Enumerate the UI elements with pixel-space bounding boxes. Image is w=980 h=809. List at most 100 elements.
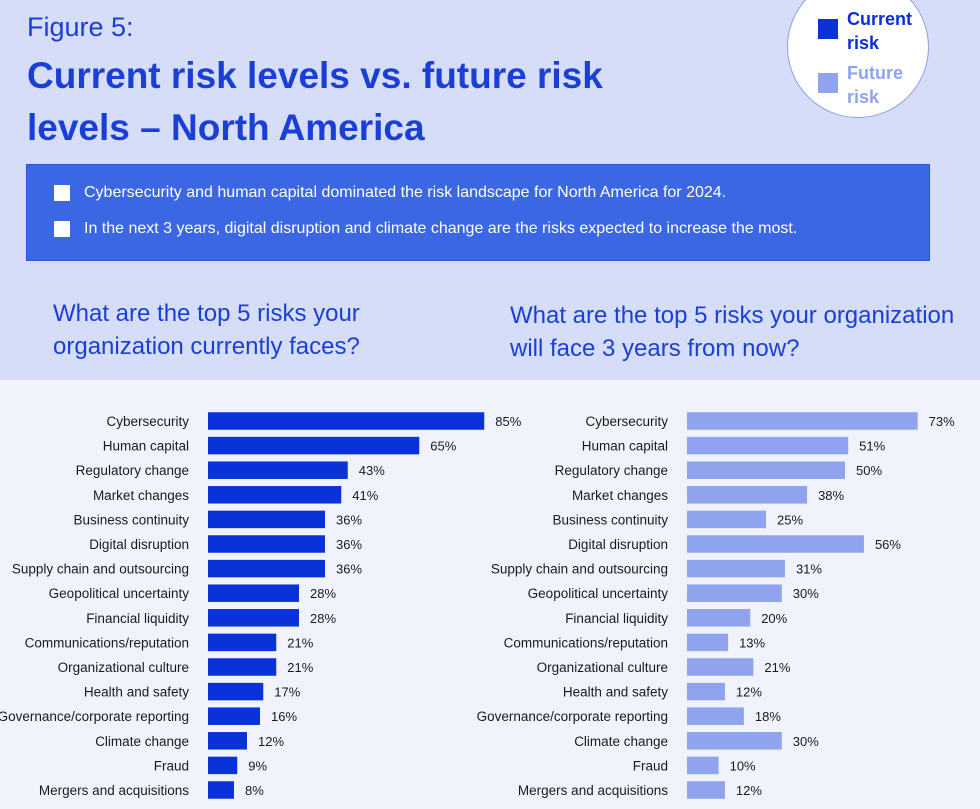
data-label: 12% [736, 783, 762, 798]
bar-future [687, 756, 719, 775]
category-label: Geopolitical uncertainty [49, 586, 190, 601]
category-label: Organizational culture [537, 660, 668, 675]
data-label: 18% [755, 709, 781, 724]
bar-current [208, 510, 325, 529]
highlight-item: Cybersecurity and human capital dominate… [54, 184, 726, 202]
bar-future [687, 732, 782, 750]
data-label: 36% [336, 537, 362, 552]
category-label: Governance/corporate reporting [0, 709, 189, 724]
bar-current [208, 781, 234, 799]
data-label: 28% [310, 586, 336, 601]
bar-future [687, 436, 849, 455]
category-label: Climate change [574, 734, 668, 749]
highlights-box: Cybersecurity and human capital dominate… [26, 164, 930, 261]
legend-item-current: Current risk [818, 7, 922, 55]
category-label: Communications/reputation [25, 635, 189, 650]
category-label: Fraud [633, 758, 668, 773]
bar-current [208, 756, 238, 775]
data-label: 21% [287, 635, 313, 650]
data-label: 8% [245, 783, 264, 798]
data-label: 13% [739, 635, 765, 650]
data-label: 20% [761, 611, 787, 626]
category-label: Human capital [582, 439, 668, 454]
data-label: 21% [764, 660, 790, 675]
highlight-text: Cybersecurity and human capital dominate… [84, 184, 727, 201]
category-label: Health and safety [84, 685, 189, 700]
data-label: 43% [359, 463, 385, 478]
data-label: 17% [274, 685, 300, 700]
data-label: 31% [796, 562, 822, 577]
category-label: Geopolitical uncertainty [528, 586, 669, 601]
data-label: 25% [777, 512, 803, 527]
data-label: 10% [730, 758, 756, 773]
data-label: 28% [310, 611, 336, 626]
data-label: 30% [793, 586, 819, 601]
question-current: What are the top 5 risks your organizati… [53, 300, 360, 360]
data-label: 36% [336, 512, 362, 527]
legend-swatch-future [818, 73, 838, 93]
bar-current [208, 633, 277, 652]
data-label: 21% [287, 660, 313, 675]
legend: Current risk Future risk [787, 0, 929, 118]
data-label: 12% [736, 685, 762, 700]
bar-future [687, 510, 766, 529]
highlight-text: In the next 3 years, digital disruption … [84, 220, 798, 237]
bar-chart-future: Cybersecurity 73% Human capital 51% Regulato… [477, 412, 955, 799]
bar-current [208, 707, 260, 725]
category-label: Digital disruption [89, 537, 189, 552]
bar-future [687, 559, 785, 578]
category-label: Governance/corporate reporting [477, 709, 668, 724]
category-label: Regulatory change [555, 463, 668, 478]
bar-current [208, 486, 342, 504]
category-label: Mergers and acquisitions [518, 783, 668, 798]
category-label: Supply chain and outsourcing [491, 562, 668, 577]
data-label: 73% [929, 414, 955, 429]
category-label: Human capital [103, 439, 189, 454]
category-label: Financial liquidity [86, 611, 189, 626]
bar-future [687, 781, 725, 799]
bar-future [687, 486, 808, 504]
data-label: 65% [430, 439, 456, 454]
bar-future [687, 633, 729, 652]
bar-future [687, 461, 845, 479]
bar-current [208, 682, 264, 701]
category-label: Climate change [95, 734, 189, 749]
bar-current [208, 584, 299, 602]
category-label: Digital disruption [568, 537, 668, 552]
bar-current [208, 658, 277, 676]
bar-current [208, 436, 420, 455]
bar-future [687, 658, 754, 676]
data-label: 51% [859, 439, 885, 454]
bar-current [208, 535, 325, 553]
bar-future [687, 535, 864, 553]
category-label: Fraud [154, 758, 189, 773]
bar-current [208, 412, 485, 430]
category-label: Cybersecurity [585, 414, 668, 429]
category-label: Market changes [93, 488, 189, 503]
bar-future [687, 412, 918, 430]
data-label: 56% [875, 537, 901, 552]
data-label: 85% [495, 414, 521, 429]
legend-swatch-current [818, 19, 838, 39]
figure-label: Figure 5: [27, 12, 134, 42]
category-label: Health and safety [563, 685, 668, 700]
bar-chart-current: Cybersecurity 85% Human capital 65% Regulato… [0, 412, 522, 799]
category-label: Business continuity [73, 512, 189, 527]
legend-item-future: Future risk [818, 61, 922, 109]
bar-current [208, 559, 325, 578]
risk-bar-charts: Cybersecurity 85% Human capital 65% Regulato… [0, 412, 955, 799]
chart-title: Current risk levels vs. future risk leve… [27, 55, 603, 148]
data-label: 16% [271, 709, 297, 724]
data-label: 50% [856, 463, 882, 478]
bar-current [208, 609, 299, 627]
question-future: What are the top 5 risks your organizati… [510, 302, 955, 362]
bullet-square-icon [54, 185, 70, 201]
category-label: Organizational culture [58, 660, 189, 675]
bar-current [208, 732, 247, 750]
category-label: Market changes [572, 488, 668, 503]
data-label: 12% [258, 734, 284, 749]
bar-future [687, 584, 782, 602]
data-label: 38% [818, 488, 844, 503]
legend-label-current: Current risk [847, 9, 913, 53]
category-label: Communications/reputation [504, 635, 668, 650]
